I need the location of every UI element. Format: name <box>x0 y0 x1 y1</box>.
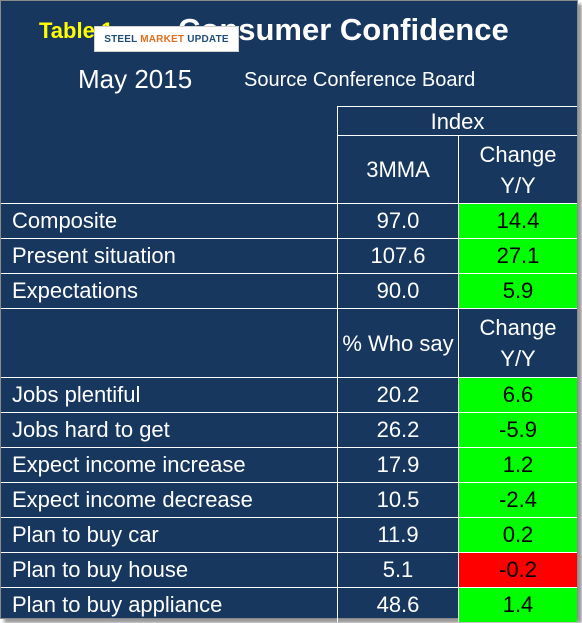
row-value: 107.6 <box>337 239 458 273</box>
row-value: 26.2 <box>337 413 458 447</box>
header-row-columns-1: 3MMA Change Y/Y <box>1 135 577 203</box>
table-row: Plan to buy car 11.9 0.2 <box>1 517 577 552</box>
row-value: 17.9 <box>337 448 458 482</box>
row-change: -5.9 <box>458 413 577 447</box>
row-label: Composite <box>12 208 118 233</box>
logo-word-steel: STEEL <box>104 33 138 45</box>
column-header-change-1: Change Y/Y <box>458 135 577 203</box>
logo-text: STEEL MARKET UPDATE <box>104 34 229 45</box>
index-group-header: Index <box>337 106 577 135</box>
table-row: Plan to buy house 5.1 -0.2 <box>1 552 577 587</box>
row-value: 90.0 <box>337 274 458 308</box>
steel-market-update-logo: STEEL MARKET UPDATE <box>94 26 239 52</box>
header-row-index: Index <box>1 106 577 135</box>
logo-word-update: UPDATE <box>187 33 229 45</box>
row-change: -2.4 <box>458 483 577 517</box>
report-date: May 2015 <box>78 64 193 94</box>
row-change: 1.2 <box>458 448 577 482</box>
blank-cell <box>1 135 337 203</box>
row-change: 0.2 <box>458 518 577 552</box>
row-value: 48.6 <box>337 588 458 622</box>
blank-cell <box>1 309 337 377</box>
row-label: Jobs plentiful <box>12 382 141 407</box>
row-label: Expect income increase <box>12 452 246 477</box>
row-value: 10.5 <box>337 483 458 517</box>
row-value: 20.2 <box>337 378 458 412</box>
row-label: Plan to buy appliance <box>12 592 223 617</box>
table-row: Jobs hard to get 26.2 -5.9 <box>1 412 577 447</box>
header-row-columns-2: % Who say Change Y/Y <box>1 308 577 377</box>
row-change: 14.4 <box>458 204 577 238</box>
row-label: Expect income decrease <box>12 487 253 512</box>
row-label: Plan to buy house <box>12 557 189 582</box>
table-row: Present situation 107.6 27.1 <box>1 238 577 273</box>
row-value: 11.9 <box>337 518 458 552</box>
logo-cell <box>1 106 337 135</box>
row-label: Plan to buy car <box>12 522 159 547</box>
row-value: 5.1 <box>337 553 458 587</box>
row-change: 6.6 <box>458 378 577 412</box>
table-row: Jobs plentiful 20.2 6.6 <box>1 377 577 412</box>
table-row: Composite 97.0 14.4 <box>1 203 577 238</box>
data-grid: Index 3MMA Change Y/Y Composite 97.0 14.4 P… <box>1 106 577 622</box>
row-label: Expectations <box>12 278 138 303</box>
row-change: 1.4 <box>458 588 577 622</box>
row-change: 27.1 <box>458 239 577 273</box>
row-label: Jobs hard to get <box>12 417 170 442</box>
table-row: Expect income decrease 10.5 -2.4 <box>1 482 577 517</box>
table-row: Plan to buy appliance 48.6 1.4 <box>1 587 577 622</box>
table-row: Expect income increase 17.9 1.2 <box>1 447 577 482</box>
table-header: Table 1 Consumer Confidence May 2015 Sou… <box>1 1 577 106</box>
column-header-3mma: 3MMA <box>337 135 458 203</box>
table-row: Expectations 90.0 5.9 <box>1 273 577 308</box>
row-change: 5.9 <box>458 274 577 308</box>
column-header-change-2: Change Y/Y <box>458 309 577 377</box>
row-value: 97.0 <box>337 204 458 238</box>
row-change: -0.2 <box>458 553 577 587</box>
row-label: Present situation <box>12 243 176 268</box>
source-note: Source Conference Board <box>244 69 476 91</box>
logo-word-market: MARKET <box>140 33 185 45</box>
column-header-who-say: % Who say <box>337 309 458 377</box>
